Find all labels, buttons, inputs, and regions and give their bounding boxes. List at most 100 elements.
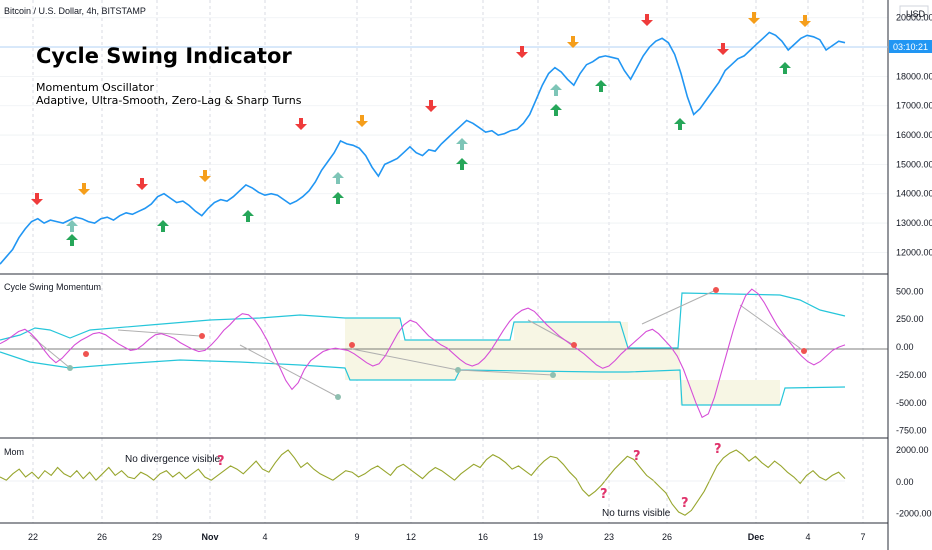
- sell-arrow-orange: [199, 170, 211, 182]
- sell-arrow-red: [516, 46, 528, 58]
- y-tick-label: -500.00: [896, 398, 927, 408]
- peak-dot: [801, 348, 807, 354]
- divergence-line-3: [239, 344, 339, 398]
- divergence-line-8: [739, 304, 805, 352]
- sell-arrow-orange: [567, 36, 579, 48]
- divergence-line-2: [117, 329, 201, 337]
- question-mark-5: ?: [681, 496, 689, 511]
- question-mark-2: ?: [633, 449, 641, 464]
- x-tick-label: 4: [805, 532, 810, 542]
- trough-dot: [67, 365, 73, 371]
- question-mark-3: ?: [714, 442, 722, 457]
- last-price-time: 03:10:21: [893, 42, 928, 52]
- buy-arrow-teal: [456, 138, 468, 150]
- y-tick-label: 18000.00: [896, 71, 932, 81]
- upper-band: [0, 292, 846, 349]
- sell-arrow-red: [641, 14, 653, 26]
- peak-dot: [349, 342, 355, 348]
- sell-arrow-orange: [799, 15, 811, 27]
- x-tick-label: 26: [662, 532, 672, 542]
- buy-arrow-green: [242, 210, 254, 222]
- y-tick-label: 16000.00: [896, 130, 932, 140]
- buy-arrow-green: [674, 118, 686, 130]
- x-tick-label: 22: [28, 532, 38, 542]
- band-fill: [345, 318, 780, 405]
- buy-arrow-teal: [332, 172, 344, 184]
- x-tick-label: 7: [860, 532, 865, 542]
- x-tick-label: 4: [262, 532, 267, 542]
- buy-arrow-teal: [550, 84, 562, 96]
- buy-arrow-green: [157, 220, 169, 232]
- y-tick-label: -750.00: [896, 426, 927, 436]
- sell-arrow-red: [136, 178, 148, 190]
- sell-arrow-orange: [78, 183, 90, 195]
- indicator-2-title: Mom: [4, 447, 24, 457]
- x-tick-label: 29: [152, 532, 162, 542]
- indicator-title: Cycle Swing Indicator: [36, 44, 292, 68]
- series-line-mom: [0, 449, 846, 516]
- buy-arrow-green: [550, 104, 562, 116]
- symbol-header: Bitcoin / U.S. Dollar, 4h, BITSTAMP: [4, 6, 146, 16]
- y-tick-label: 17000.00: [896, 101, 932, 111]
- y-tick-label: 0.00: [896, 477, 914, 487]
- sell-arrow-red: [31, 193, 43, 205]
- price-axis-ticks: 12000.00 13000.00 14000.00 15000.00 16000.00…: [896, 13, 932, 519]
- peak-dot: [83, 351, 89, 357]
- oscillator-band: [0, 289, 888, 406]
- y-tick-label: 14000.00: [896, 189, 932, 199]
- y-tick-label: -2000.00: [896, 509, 932, 519]
- x-tick-label: 19: [533, 532, 543, 542]
- series-layer: [0, 31, 846, 516]
- peak-dot: [713, 287, 719, 293]
- x-tick-label: 12: [406, 532, 416, 542]
- subtitle-line-1: Momentum Oscillator: [36, 81, 155, 94]
- subtitle-line-2: Adaptive, Ultra-Smooth, Zero-Lag & Sharp…: [36, 94, 302, 107]
- y-tick-label: -250.00: [896, 370, 927, 380]
- sell-arrow-red: [295, 118, 307, 130]
- peak-dot: [571, 342, 577, 348]
- series-line-cycle-swing-momentum: [0, 288, 846, 419]
- question-mark-1: ?: [217, 454, 225, 469]
- buy-arrow-green: [779, 62, 791, 74]
- y-tick-label: 12000.00: [896, 247, 932, 257]
- trough-dot: [335, 394, 341, 400]
- y-tick-label: 15000.00: [896, 159, 932, 169]
- x-tick-label: 16: [478, 532, 488, 542]
- question-mark-4: ?: [600, 487, 608, 502]
- x-tick-label: 26: [97, 532, 107, 542]
- currency-label: USD: [906, 9, 926, 19]
- trough-dot: [455, 367, 461, 373]
- x-tick-label: 23: [604, 532, 614, 542]
- y-tick-label: 13000.00: [896, 218, 932, 228]
- y-tick-label: 0.00: [896, 342, 914, 352]
- annotation-no-turns: No turns visible: [602, 508, 671, 519]
- signal-markers: [31, 12, 811, 400]
- divergence-line-7: [641, 289, 717, 325]
- x-tick-label: 9: [354, 532, 359, 542]
- x-tick-label: Dec: [748, 532, 765, 542]
- last-price-tag: 03:10:21: [889, 40, 932, 53]
- y-tick-label: 500.00: [896, 286, 924, 296]
- buy-arrow-green: [595, 80, 607, 92]
- currency-button[interactable]: USD: [899, 5, 929, 21]
- peak-dot: [199, 333, 205, 339]
- buy-arrow-green: [332, 192, 344, 204]
- buy-arrow-green: [66, 234, 78, 246]
- sell-arrow-orange: [748, 12, 760, 24]
- series-line-price: [0, 31, 846, 265]
- y-tick-label: 2000.00: [896, 445, 929, 455]
- lower-band: [0, 351, 846, 406]
- divergence-line-5: [457, 369, 554, 376]
- y-tick-label: 20000.00: [896, 13, 932, 23]
- divergence-line-4: [351, 348, 459, 371]
- time-axis-ticks: 22 26 29 Nov 4 9 12 16 19 23 26 Dec 4 7: [28, 532, 866, 542]
- x-tick-label: Nov: [201, 532, 218, 542]
- sell-arrow-red: [717, 43, 729, 55]
- buy-arrow-teal: [66, 220, 78, 232]
- sell-arrow-orange: [356, 115, 368, 127]
- buy-arrow-green: [456, 158, 468, 170]
- y-tick-label: 250.00: [896, 314, 924, 324]
